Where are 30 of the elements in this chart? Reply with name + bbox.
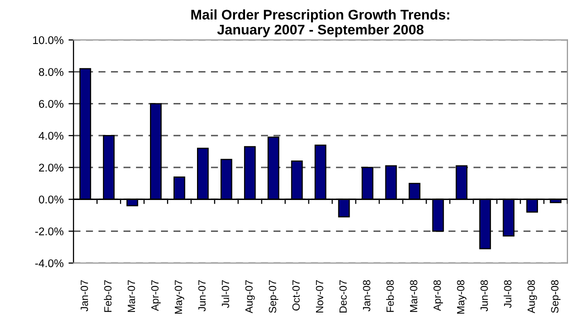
- y-tick-label: 6.0%: [39, 100, 64, 108]
- x-tick-label: Jan-07: [80, 280, 88, 312]
- y-tick-label: -4.0%: [35, 259, 64, 268]
- x-tick-label: May-07: [174, 280, 184, 314]
- x-tick-label: Feb-07: [104, 280, 112, 312]
- x-tick-label: Dec-07: [339, 280, 347, 312]
- x-tick-label: Jul-07: [222, 280, 230, 308]
- x-tick-label: Sep-07: [268, 280, 278, 313]
- y-tick-label: 4.0%: [38, 132, 64, 140]
- x-tick-label: Sep-08: [551, 280, 561, 313]
- y-tick-label: 10.0%: [33, 36, 64, 44]
- x-tick-label: Jul-08: [504, 280, 512, 308]
- x-tick-label: Mar-07: [128, 280, 136, 312]
- x-tick-label: Oct-07: [292, 280, 300, 310]
- x-tick-label: Mar-08: [410, 280, 418, 312]
- x-tick-label: Apr-08: [433, 280, 443, 311]
- x-tick-label: Jun-07: [198, 280, 206, 312]
- y-tick-label: -2.0%: [35, 227, 64, 236]
- chart-title: Mail Order Prescription Growth Trends: January 2007 - September 2008: [191, 9, 450, 38]
- y-tick-label: 2.0%: [39, 164, 64, 172]
- x-tick-label: Apr-07: [151, 280, 161, 311]
- x-tick-label: Nov-07: [316, 280, 324, 312]
- x-tick-label: Jun-08: [480, 280, 488, 312]
- x-tick-label: Aug-08: [528, 280, 537, 314]
- x-tick-label: Jan-08: [362, 280, 370, 312]
- y-tick-label: 0.0%: [38, 196, 64, 204]
- x-tick-label: Aug-07: [245, 280, 255, 314]
- x-tick-label: May-08: [457, 280, 466, 314]
- x-tick-label: Feb-08: [386, 280, 394, 312]
- y-tick-label: 8.0%: [38, 68, 64, 76]
